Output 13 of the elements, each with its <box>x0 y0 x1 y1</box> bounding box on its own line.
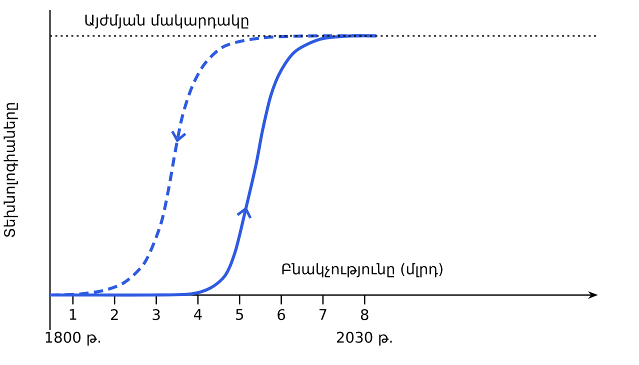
y-axis-title: Տեխնոլոգիաները <box>4 103 18 238</box>
ref-line-label: Այժմյան մակարդակը <box>85 14 248 29</box>
x-tick-label: 7 <box>320 309 326 320</box>
x-tick-label: 6 <box>278 309 286 320</box>
text: 2030 թ. <box>336 332 392 346</box>
x-axis-title: Բնակչությունը (մլրդ) <box>282 263 442 278</box>
text: 1800 թ. <box>46 332 100 346</box>
x-tick-label: 8 <box>360 309 368 320</box>
x-tick-label: 1 <box>70 309 76 320</box>
x-tick-label: 5 <box>236 309 243 320</box>
x-tick-label: 4 <box>194 309 202 320</box>
x-tick-label: 2 <box>110 309 118 320</box>
x-tick-label: 3 <box>152 309 160 320</box>
